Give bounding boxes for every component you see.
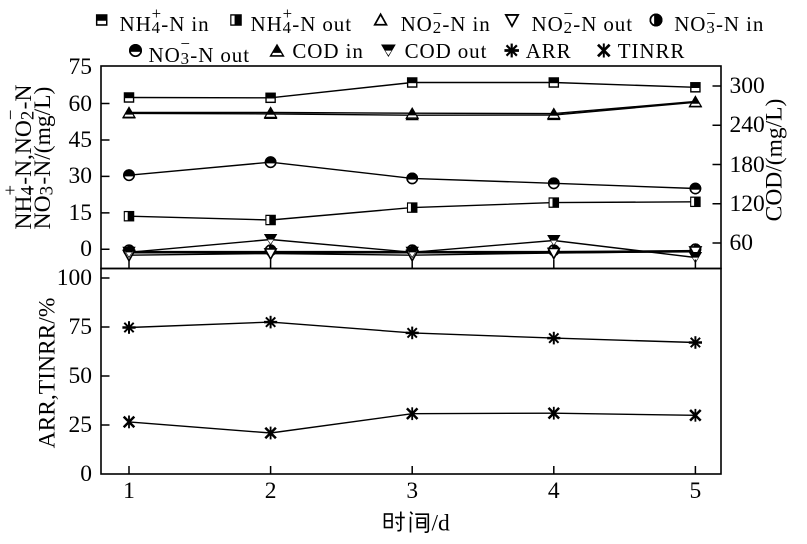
svg-text:/d: /d xyxy=(432,511,451,537)
